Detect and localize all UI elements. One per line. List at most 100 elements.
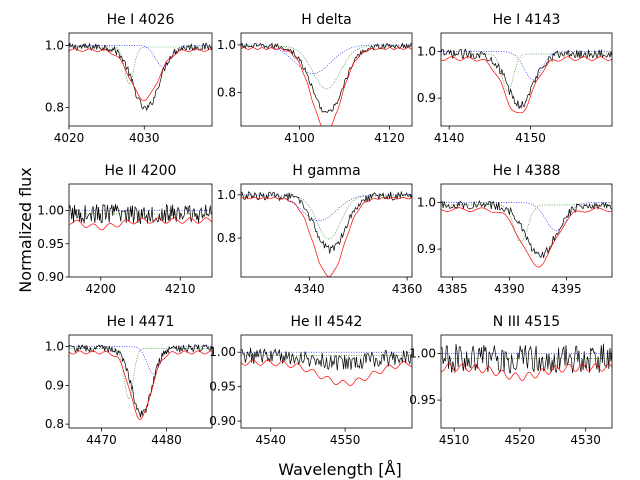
green-model-line <box>69 46 212 85</box>
observed-spectrum-line <box>241 42 412 113</box>
series-group <box>241 190 412 277</box>
series-group <box>241 347 412 386</box>
y-tick-label: 1.00 <box>37 204 64 218</box>
y-tick-label: 1.0 <box>217 188 236 202</box>
green-model-line <box>441 204 612 243</box>
composite-model-line <box>441 207 612 268</box>
x-tick-label: 4020 <box>54 131 85 145</box>
green-model-line <box>241 45 412 90</box>
axes-frame <box>440 32 613 127</box>
panel-7: He II 4542 4540 4550 0.90 0.95 1.00 <box>209 314 413 447</box>
axes-frame <box>240 183 413 278</box>
panel-5: He I 4388 4385 4390 4395 0.9 1.0 <box>417 163 613 296</box>
composite-model-line <box>241 359 412 386</box>
composite-model-line <box>441 56 612 114</box>
observed-spectrum-line <box>69 343 212 418</box>
x-axis-label: Wavelength [Å] <box>278 460 401 479</box>
series-group <box>441 200 612 268</box>
panel-title: He II 4200 <box>105 163 177 179</box>
x-tick-label: 4530 <box>570 433 601 447</box>
observed-spectrum-line <box>69 42 212 111</box>
green-model-line <box>241 195 412 240</box>
panel-1: H delta 4100 4120 0.8 1.0 <box>217 12 413 145</box>
panel-4: H gamma 4340 4360 0.8 1.0 <box>217 163 422 296</box>
composite-model-line <box>69 350 212 420</box>
panel-grid: He I 4026 4020 4030 0.8 1.0 H delta 4100 4120 0.… <box>37 12 613 447</box>
observed-spectrum-line <box>69 203 212 224</box>
y-tick-label: 0.90 <box>209 414 236 428</box>
series-group <box>241 42 412 126</box>
y-tick-label: 0.95 <box>37 237 64 251</box>
series-group <box>69 343 212 420</box>
axes-frame <box>68 32 213 127</box>
y-tick-label: 0.8 <box>45 417 64 431</box>
x-tick-label: 4200 <box>86 282 117 296</box>
y-tick-label: 1.0 <box>417 45 436 59</box>
x-tick-label: 4150 <box>515 131 546 145</box>
axes-frame <box>440 183 613 278</box>
composite-model-line <box>69 48 212 102</box>
x-tick-label: 4140 <box>434 131 465 145</box>
panel-0: He I 4026 4020 4030 0.8 1.0 <box>45 12 213 145</box>
x-tick-label: 4210 <box>165 282 196 296</box>
y-tick-label: 0.90 <box>37 270 64 284</box>
y-tick-label: 1.0 <box>217 38 236 52</box>
x-tick-label: 4360 <box>392 282 423 296</box>
y-tick-label: 0.95 <box>209 380 236 394</box>
x-tick-label: 4030 <box>129 131 160 145</box>
axes-frame <box>68 183 213 278</box>
green-model-line <box>69 348 212 400</box>
panel-title: He I 4471 <box>107 314 175 330</box>
panel-title: H delta <box>301 12 351 28</box>
observed-spectrum-line <box>241 190 412 254</box>
y-tick-label: 0.9 <box>417 242 436 256</box>
x-tick-label: 4390 <box>494 282 525 296</box>
panel-title: N III 4515 <box>493 314 560 330</box>
y-tick-label: 1.00 <box>209 345 236 359</box>
x-tick-label: 4340 <box>294 282 325 296</box>
series-group <box>441 48 612 114</box>
y-tick-label: 0.8 <box>217 86 236 100</box>
y-tick-label: 1.0 <box>45 38 64 52</box>
x-tick-label: 4395 <box>551 282 582 296</box>
x-tick-label: 4120 <box>374 131 405 145</box>
observed-spectrum-line <box>441 48 612 109</box>
panel-title: He I 4388 <box>493 163 561 179</box>
observed-spectrum-line <box>441 200 612 258</box>
panel-title: H gamma <box>292 163 360 179</box>
axes-frame <box>240 334 413 429</box>
y-tick-label: 1.0 <box>45 340 64 354</box>
x-tick-label: 4385 <box>437 282 468 296</box>
panel-title: He I 4026 <box>107 12 175 28</box>
y-tick-label: 1.00 <box>409 347 436 361</box>
x-tick-label: 4510 <box>439 433 470 447</box>
series-group <box>69 42 212 111</box>
y-tick-label: 0.8 <box>45 100 64 114</box>
x-tick-label: 4540 <box>255 433 286 447</box>
panel-2: He I 4143 4140 4150 0.9 1.0 <box>417 12 613 145</box>
axes-frame <box>240 32 413 127</box>
blue-model-line <box>441 202 612 231</box>
y-tick-label: 0.8 <box>217 231 236 245</box>
y-axis-label: Normalized flux <box>16 167 35 293</box>
axes-frame <box>68 334 213 429</box>
y-tick-label: 1.0 <box>417 196 436 210</box>
blue-model-line <box>241 194 412 222</box>
panel-3: He II 4200 4200 4210 0.90 0.95 1.00 <box>37 163 213 296</box>
y-tick-label: 0.9 <box>45 378 64 392</box>
y-tick-label: 0.95 <box>409 393 436 407</box>
composite-model-line <box>241 47 412 126</box>
composite-model-line <box>241 196 412 277</box>
x-tick-label: 4520 <box>505 433 536 447</box>
series-group <box>441 343 612 381</box>
axes-frame <box>440 334 613 429</box>
panel-6: He I 4471 4470 4480 0.8 0.9 1.0 <box>45 314 213 447</box>
series-group <box>69 203 212 231</box>
panel-title: He II 4542 <box>291 314 363 330</box>
x-tick-label: 4100 <box>284 131 315 145</box>
green-model-line <box>441 53 612 92</box>
x-tick-label: 4550 <box>330 433 361 447</box>
panel-8: N III 4515 4510 4520 4530 0.95 1.00 <box>409 314 613 447</box>
x-tick-label: 4470 <box>86 433 117 447</box>
